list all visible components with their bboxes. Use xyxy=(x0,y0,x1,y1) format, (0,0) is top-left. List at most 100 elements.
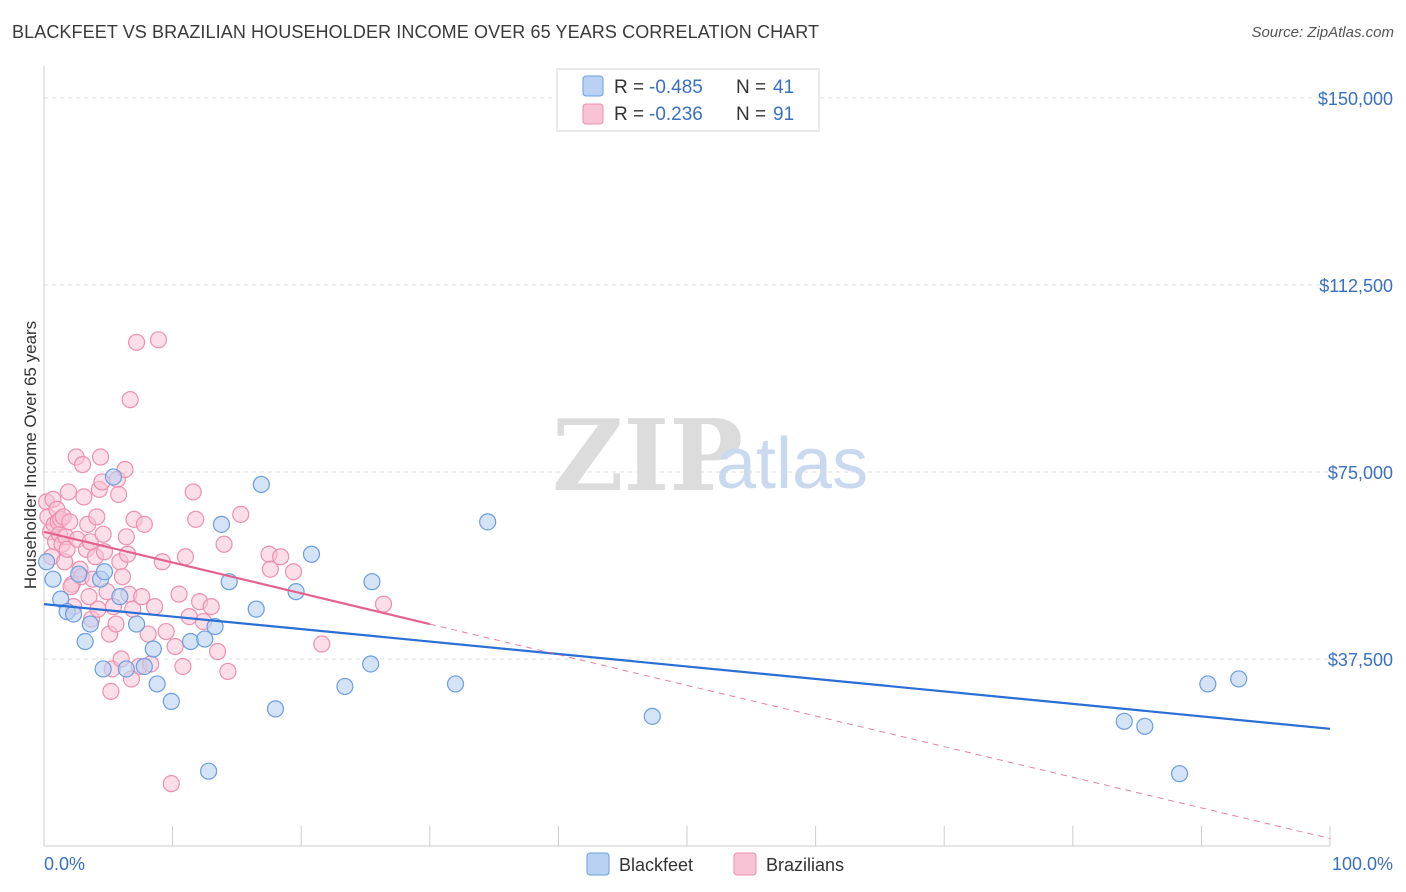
data-point-brazilians xyxy=(135,515,153,533)
bottom-legend-swatch-blackfeet xyxy=(586,852,610,876)
data-point-brazilians xyxy=(102,682,120,701)
data-point-blackfeet xyxy=(302,545,321,563)
data-point-brazilians xyxy=(107,615,125,633)
data-point-blackfeet xyxy=(212,515,231,533)
data-point-brazilians xyxy=(94,525,112,543)
y-tick-label: $112,500 xyxy=(1319,276,1393,296)
data-point-blackfeet xyxy=(196,630,214,648)
data-point-brazilians xyxy=(202,598,220,616)
data-point-blackfeet xyxy=(117,660,135,678)
legend-r-label-blackfeet: R = xyxy=(614,77,644,98)
data-point-brazilians xyxy=(62,578,80,596)
trend-line-brazilians-extension xyxy=(429,623,1331,840)
data-point-brazilians xyxy=(113,568,132,586)
x-tick-label-min: 0.0% xyxy=(44,854,85,874)
bottom-legend-blackfeet: Blackfeet xyxy=(619,855,693,875)
data-point-blackfeet xyxy=(446,675,465,693)
gridlines xyxy=(44,97,1395,660)
data-point-brazilians xyxy=(109,485,128,504)
data-point-brazilians xyxy=(187,510,205,528)
data-point-brazilians xyxy=(176,548,195,566)
data-point-blackfeet xyxy=(111,588,129,606)
data-point-brazilians xyxy=(170,585,188,603)
data-point-brazilians xyxy=(139,625,157,643)
data-point-blackfeet xyxy=(1230,670,1248,688)
data-point-blackfeet xyxy=(37,553,56,571)
data-point-brazilians xyxy=(121,391,139,409)
legend-swatch-blackfeet xyxy=(582,75,604,97)
data-point-brazilians xyxy=(374,595,393,613)
data-point-brazilians xyxy=(80,588,98,606)
data-point-brazilians xyxy=(75,488,93,506)
data-point-brazilians xyxy=(261,560,279,578)
trend-lines xyxy=(43,530,1331,840)
data-point-brazilians xyxy=(59,483,78,501)
data-point-blackfeet xyxy=(200,762,218,780)
y-tick-label: $37,500 xyxy=(1328,650,1393,670)
series-brazilians xyxy=(37,331,393,793)
data-point-blackfeet xyxy=(643,707,661,725)
data-point-blackfeet xyxy=(479,513,497,531)
data-point-brazilians xyxy=(313,635,331,653)
legend-r-label-brazilians: R = xyxy=(614,104,644,125)
series-blackfeet xyxy=(37,468,1248,783)
data-point-blackfeet xyxy=(127,615,146,633)
data-point-blackfeet xyxy=(336,677,354,696)
data-point-blackfeet xyxy=(1136,717,1154,735)
axes xyxy=(43,66,1331,847)
legend-r-value-brazilians: -0.236 xyxy=(649,104,703,125)
data-point-blackfeet xyxy=(1170,765,1189,783)
y-axis-title: Householder Income Over 65 years xyxy=(21,321,40,589)
data-point-blackfeet xyxy=(44,570,62,588)
data-point-blackfeet xyxy=(95,563,114,581)
data-point-blackfeet xyxy=(363,573,381,591)
y-tick-label: $75,000 xyxy=(1328,463,1393,483)
legend-n-label-blackfeet: N = xyxy=(736,77,766,98)
data-point-blackfeet xyxy=(362,655,380,673)
data-point-blackfeet xyxy=(76,632,94,651)
data-point-blackfeet xyxy=(81,615,99,633)
data-point-blackfeet xyxy=(266,700,285,718)
data-point-blackfeet xyxy=(1199,675,1217,693)
data-point-blackfeet xyxy=(148,675,166,693)
data-point-brazilians xyxy=(157,622,175,641)
data-point-brazilians xyxy=(145,598,164,616)
chart-title: BLACKFEET VS BRAZILIAN HOUSEHOLDER INCOM… xyxy=(12,22,820,42)
data-point-brazilians xyxy=(184,483,202,501)
watermark-zip: ZIP xyxy=(552,399,743,514)
watermark-atlas: atlas xyxy=(716,424,868,504)
data-point-blackfeet xyxy=(252,475,270,494)
legend-r-value-blackfeet: -0.485 xyxy=(649,77,703,98)
data-point-blackfeet xyxy=(206,617,224,636)
correlation-legend: R = -0.485 N = 41 R = -0.236 N = 91 xyxy=(556,68,820,132)
data-point-brazilians xyxy=(272,548,290,566)
data-point-blackfeet xyxy=(162,692,180,710)
data-point-brazilians xyxy=(149,331,168,349)
data-point-brazilians xyxy=(215,535,233,553)
data-point-blackfeet xyxy=(1115,712,1133,730)
bottom-legend-swatch-brazilians xyxy=(733,852,757,876)
data-point-brazilians xyxy=(127,333,146,351)
data-point-blackfeet xyxy=(104,468,123,486)
data-point-brazilians xyxy=(166,637,184,656)
legend-n-value-brazilians: 91 xyxy=(773,104,794,125)
data-point-brazilians xyxy=(61,513,79,531)
data-point-brazilians xyxy=(117,528,135,546)
data-point-brazilians xyxy=(284,563,303,581)
data-point-blackfeet xyxy=(182,632,200,651)
data-point-brazilians xyxy=(174,657,192,676)
watermark: ZIP atlas xyxy=(552,399,868,514)
legend-n-value-blackfeet: 41 xyxy=(773,77,794,98)
data-point-brazilians xyxy=(88,508,106,526)
data-point-blackfeet xyxy=(70,565,88,583)
y-tick-labels: $37,500 $75,000 $112,500 $150,000 xyxy=(1318,89,1393,670)
source-credit: Source: ZipAtlas.com xyxy=(1251,24,1394,41)
data-point-brazilians xyxy=(58,540,76,558)
data-point-brazilians xyxy=(133,588,151,606)
trend-line-blackfeet xyxy=(43,603,1331,730)
bottom-legend-brazilians: Brazilians xyxy=(766,855,844,875)
data-point-brazilians xyxy=(209,642,227,661)
data-point-blackfeet xyxy=(144,640,162,658)
data-point-brazilians xyxy=(91,448,110,466)
